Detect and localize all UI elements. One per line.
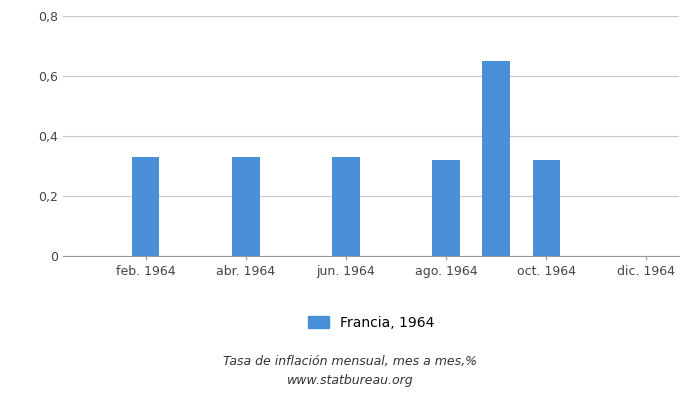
Bar: [132, 157, 160, 256]
Bar: [433, 160, 460, 256]
Text: Tasa de inflación mensual, mes a mes,%: Tasa de inflación mensual, mes a mes,%: [223, 356, 477, 368]
Text: www.statbureau.org: www.statbureau.org: [287, 374, 413, 387]
Bar: [232, 157, 260, 256]
Bar: [332, 157, 360, 256]
Bar: [533, 160, 560, 256]
Bar: [482, 61, 510, 256]
Legend: Francia, 1964: Francia, 1964: [308, 316, 434, 330]
